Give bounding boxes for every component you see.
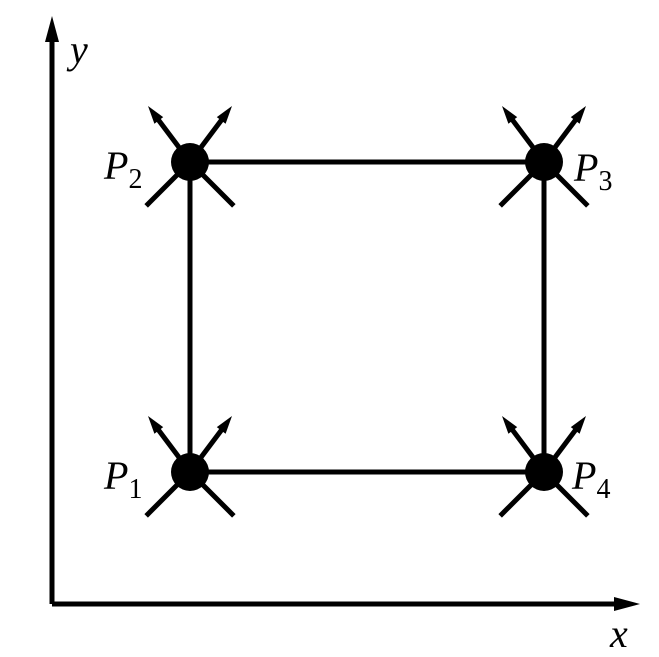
node-label-p4: P4 <box>572 452 610 506</box>
node-label-p2: P2 <box>104 142 142 196</box>
node-label-p3: P3 <box>574 144 612 198</box>
node-label-p1: P1 <box>104 452 142 506</box>
diagram-svg <box>0 0 659 643</box>
axis-y-label: y <box>70 26 88 73</box>
axis-x-label: x <box>610 610 628 657</box>
